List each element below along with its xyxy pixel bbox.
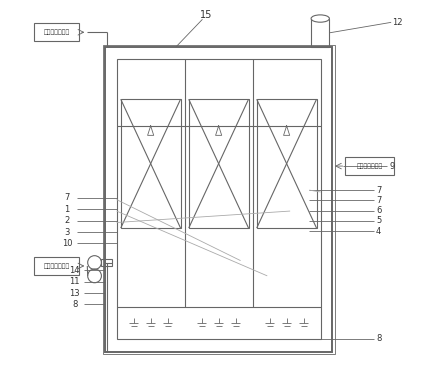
Text: 尾水处理回用水: 尾水处理回用水 [357,163,383,169]
Bar [121,99,181,228]
Text: 自备臭氧发生器: 自备臭氧发生器 [43,30,70,35]
Text: 11: 11 [70,277,80,286]
Bar [256,99,317,228]
Text: 7: 7 [376,185,381,195]
Text: 13: 13 [70,288,80,298]
Bar [346,157,394,175]
Text: 14: 14 [70,266,80,275]
Bar [34,23,79,41]
Text: 化工园污水尾水: 化工园污水尾水 [43,263,70,269]
Text: 8: 8 [72,300,78,309]
Text: 9: 9 [389,162,395,170]
Text: 7: 7 [376,196,381,205]
Text: 1: 1 [65,205,70,214]
Text: 4: 4 [376,227,381,236]
Bar [189,99,249,228]
Bar [34,257,79,275]
Bar [105,47,332,352]
Bar [101,259,112,266]
Bar [117,59,321,339]
Text: 10: 10 [62,239,72,248]
Text: 5: 5 [376,217,381,225]
Text: 12: 12 [392,18,402,27]
Text: 2: 2 [65,216,70,225]
Bar [311,18,330,47]
Ellipse shape [311,15,330,22]
Text: 7: 7 [64,193,70,202]
Text: 6: 6 [376,206,381,215]
Text: 3: 3 [64,228,70,237]
Text: 15: 15 [200,10,213,20]
Bar [103,45,335,354]
Text: 8: 8 [376,334,381,343]
